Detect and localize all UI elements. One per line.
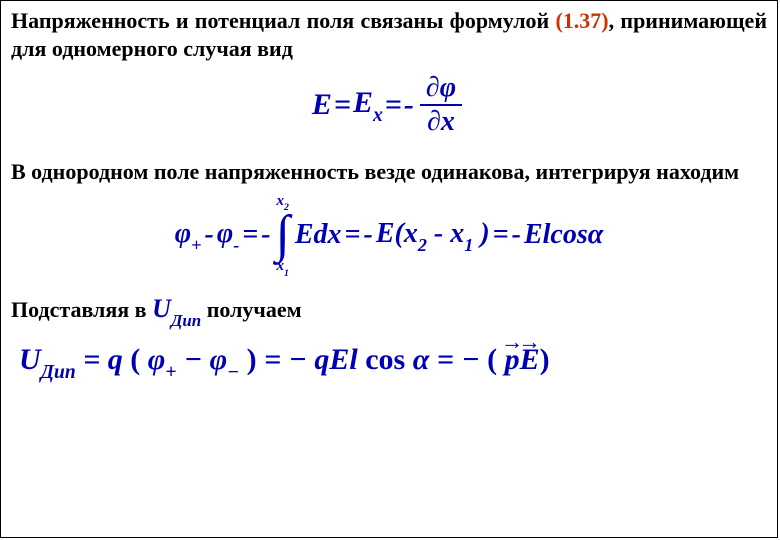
paragraph-1: Напряженность и потенциал поля связаны ф…	[1, 1, 777, 62]
f2-neg3: -	[512, 219, 521, 251]
f3-cos: cos	[365, 343, 413, 376]
f2-eq1: =	[242, 219, 258, 251]
f2-eq2: =	[345, 219, 361, 251]
f3-E-vec: E	[520, 343, 540, 377]
page-frame: Напряженность и потенциал поля связаны ф…	[0, 0, 778, 538]
f3-close2: )	[540, 343, 550, 376]
f1-fraction: ∂φ ∂x	[420, 74, 462, 136]
formula-3: UДип = q ( φ+ − φ− ) = − qEl cos α = − (…	[19, 343, 777, 382]
f2-int-symbol: ∫	[276, 213, 290, 257]
f3-open: (	[130, 343, 140, 376]
paragraph-3: Подставляя в UДип получаем	[1, 287, 777, 328]
inline-U-dip: UДип	[152, 294, 201, 323]
p3-text-b: получаем	[207, 297, 302, 322]
f3-minus: −	[184, 343, 210, 376]
f2-int-lower: x1	[277, 259, 289, 277]
f1-eq1: =	[334, 88, 351, 122]
f2-Ex2x1: E(x2 - x1 )	[376, 218, 490, 254]
f3-q: q	[108, 343, 123, 376]
f1-E: E	[312, 88, 332, 122]
f2-neg1: -	[261, 219, 270, 251]
f2-neg2: -	[364, 219, 373, 251]
f2-Edx: Edx	[295, 219, 342, 251]
p3-text-a: Подставляя в	[11, 297, 152, 322]
f3-eq3: =	[437, 343, 462, 376]
f3-open2: (	[487, 343, 497, 376]
f3-eq2: =	[264, 343, 289, 376]
f2-eq3: =	[493, 219, 509, 251]
f3-phi-plus: φ+	[148, 343, 177, 376]
f2-Elcos: Elcosα	[524, 219, 603, 251]
f3-alpha: α	[413, 343, 430, 376]
f3-qEl: qEl	[314, 343, 365, 376]
f2-minus1: -	[205, 219, 214, 251]
reference-number: (1.37)	[555, 8, 608, 33]
f1-Ex: Ex	[353, 86, 383, 125]
formula-1: E = Ex = - ∂φ ∂x	[1, 74, 777, 136]
f3-neg2: −	[461, 343, 479, 376]
f3-U: UДип	[19, 343, 76, 376]
f2-phi-plus: φ+	[175, 218, 202, 254]
f3-eq1: =	[83, 343, 108, 376]
f1-eq2: =	[385, 88, 402, 122]
f3-close: )	[247, 343, 257, 376]
f1-numerator: ∂φ	[420, 74, 462, 106]
f3-neg1: −	[289, 343, 307, 376]
f3-phi-minus: φ−	[210, 343, 239, 376]
f3-p-vec: p	[505, 343, 520, 377]
f1-minus: -	[404, 88, 414, 122]
formula-2: φ+ - φ- = - x2 ∫ x1 Edx = - E(x2 - x1 ) …	[1, 194, 777, 278]
paragraph-2: В однородном поле напряженность везде од…	[1, 152, 777, 186]
f2-integral: x2 ∫ x1	[276, 194, 290, 278]
f1-denominator: ∂x	[421, 106, 461, 136]
f2-phi-minus: φ-	[217, 218, 239, 254]
p1-text-a: Напряженность и потенциал поля связаны ф…	[11, 8, 555, 33]
